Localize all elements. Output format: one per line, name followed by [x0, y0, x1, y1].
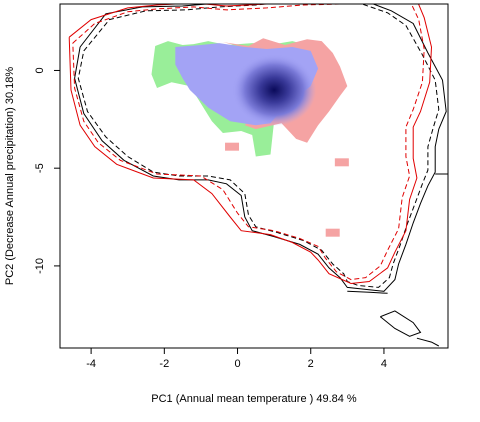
x-tick-label: 2 [308, 358, 314, 370]
envelope-black-solid-4 [379, 310, 422, 337]
y-axis: 0 -5 -10 [34, 67, 60, 274]
density-regions [151, 38, 349, 237]
envelope-red-solid-2 [68, 4, 433, 285]
density-peak [232, 54, 317, 126]
y-axis-title: PC2 (Decrease Annual precipitation) 30.1… [4, 67, 16, 286]
red-spot-0 [225, 142, 240, 151]
x-tick-label: -4 [86, 358, 96, 370]
envelope-red-dashed-3 [72, 4, 425, 281]
envelope-black-solid-0 [74, 4, 447, 292]
envelope-black-solid-5 [416, 337, 440, 347]
x-tick-label: 4 [381, 358, 387, 370]
y-tick-label: -5 [34, 163, 46, 173]
red-spot-1 [334, 158, 349, 167]
x-tick-label: 0 [234, 358, 240, 370]
x-axis-title: PC1 (Annual mean temperature ) 49.84 % [151, 393, 357, 405]
envelope-black-solid-7 [347, 290, 388, 294]
y-tick-label: 0 [34, 67, 46, 73]
niche-envelopes [68, 4, 448, 347]
y-tick-label: -10 [34, 258, 46, 274]
x-tick-label: -2 [159, 358, 169, 370]
red-spot-2 [325, 228, 340, 237]
plot-frame [59, 3, 449, 349]
x-axis: -4 -2 0 2 4 [86, 348, 387, 370]
